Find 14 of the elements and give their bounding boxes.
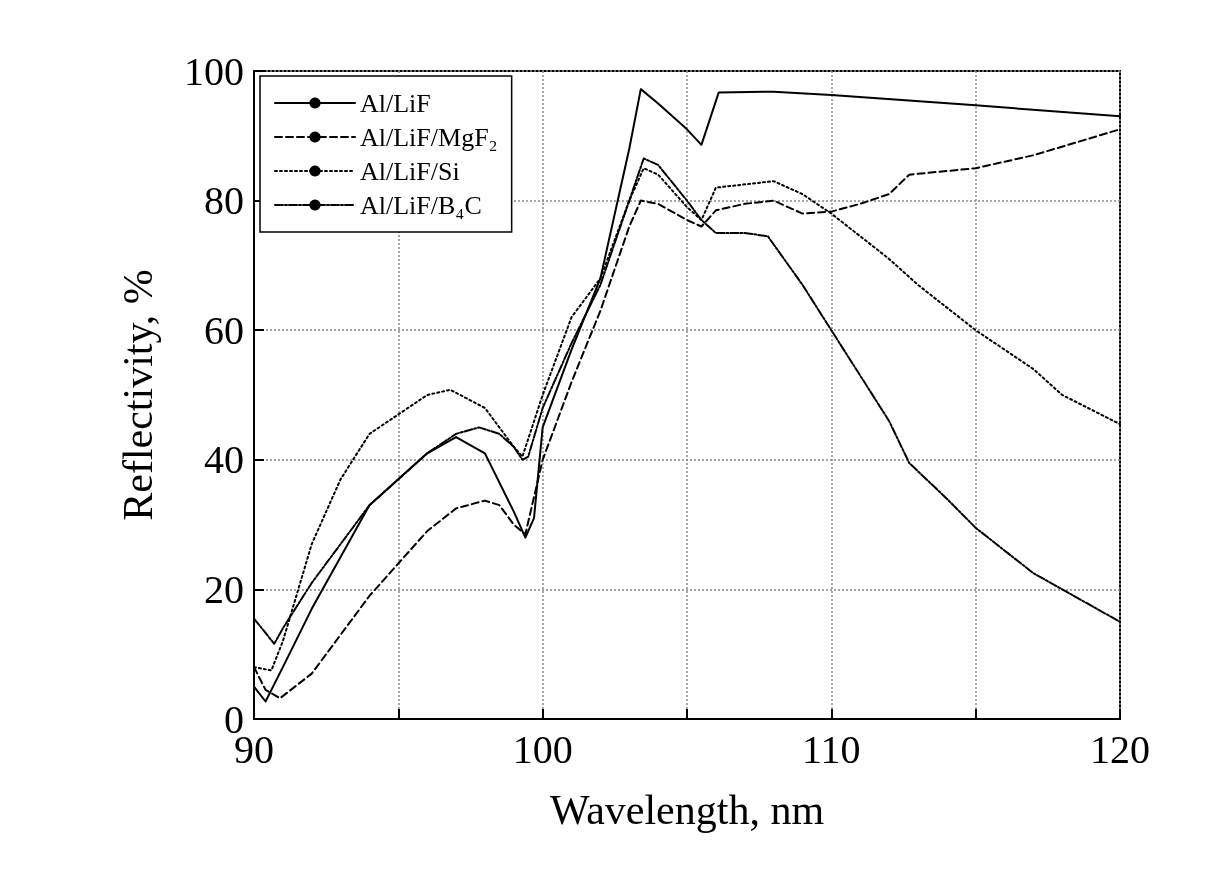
x-tick-label: 120 (1090, 726, 1150, 772)
y-tick-label: 20 (204, 566, 244, 612)
legend-label: Al/LiF/Si (360, 156, 460, 186)
y-tick-label: 100 (184, 48, 244, 94)
y-axis-title: Reflectivity, % (115, 269, 161, 521)
x-axis-title: Wavelength, nm (549, 787, 825, 833)
x-tick-label: 110 (802, 726, 861, 772)
legend-label: Al/LiF/MgF₂ (360, 122, 498, 152)
x-tick-label: 100 (512, 726, 573, 772)
legend-label: Al/LiF (360, 88, 431, 118)
y-tick-label: 60 (204, 307, 244, 353)
legend-label: Al/LiF/B₄C (360, 190, 482, 220)
y-tick-label: 40 (204, 437, 244, 483)
y-tick-label: 80 (204, 178, 244, 224)
